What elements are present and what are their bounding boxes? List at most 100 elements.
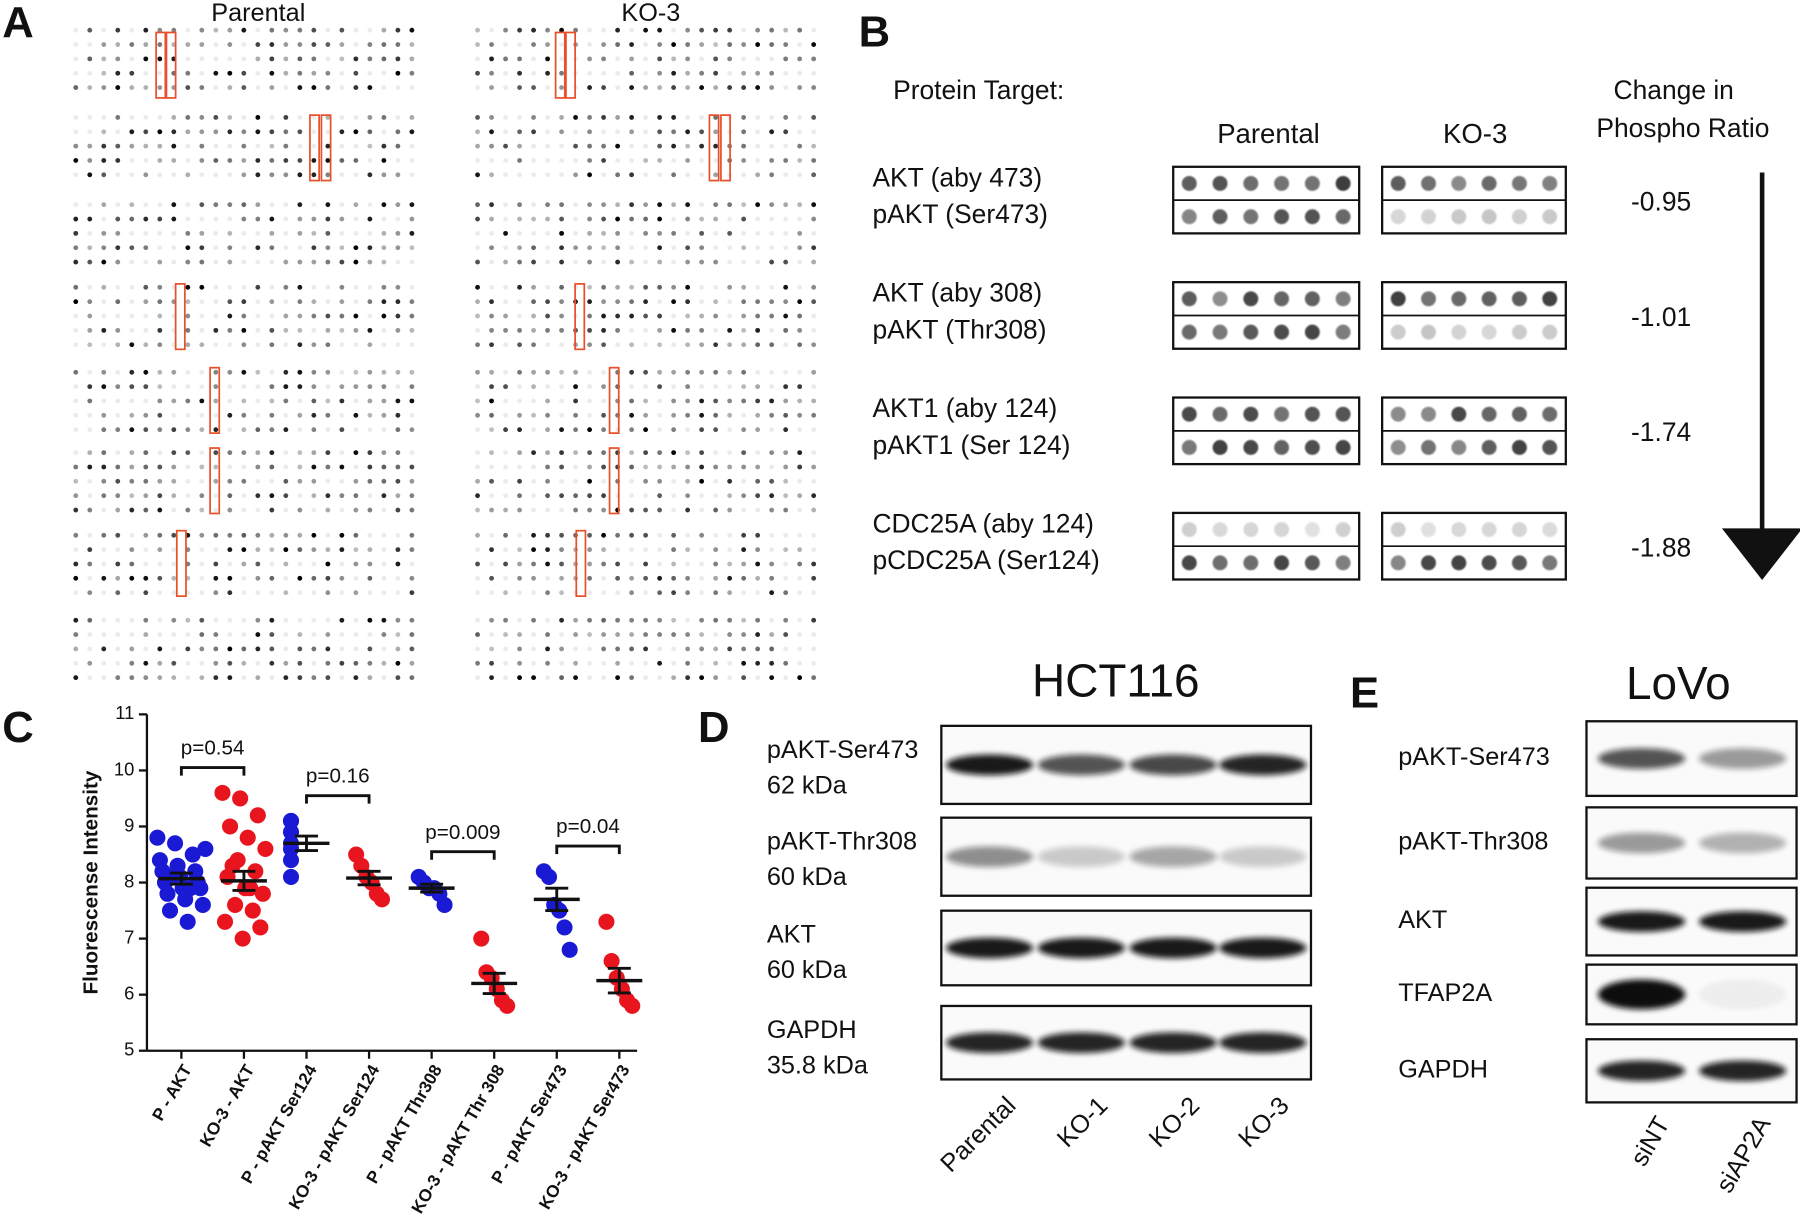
array-spot [241, 259, 247, 265]
array-spot [671, 342, 677, 348]
array-spot [769, 313, 775, 319]
array-spot [475, 646, 480, 652]
array-spot [115, 507, 121, 513]
array-spot [87, 617, 93, 623]
array-spot [325, 85, 331, 90]
array-spot [73, 85, 79, 90]
blot-spot [1451, 175, 1467, 191]
array-spot [339, 245, 345, 251]
array-spot [311, 342, 317, 348]
array-spot [171, 450, 177, 456]
array-spot [353, 202, 359, 208]
array-spot [531, 632, 536, 638]
array-spot [367, 129, 373, 135]
array-spot [115, 547, 121, 553]
array-spot [755, 675, 761, 681]
array-spot [587, 284, 593, 290]
highlight-box [565, 31, 576, 99]
array-spot [531, 115, 536, 120]
array-spot [283, 532, 289, 538]
array-spot [199, 327, 205, 333]
array-spot [157, 384, 163, 390]
array-spot [783, 56, 789, 62]
array-spot [409, 299, 415, 305]
array-spot [741, 56, 747, 62]
array-spot [699, 172, 705, 178]
array-spot [503, 259, 508, 265]
array-spot [297, 327, 303, 333]
p-value: p=0.16 [306, 765, 370, 788]
array-spot [587, 143, 593, 149]
array-spot [643, 172, 649, 178]
array-spot [531, 245, 536, 251]
array-spot [629, 245, 635, 251]
array-spot [657, 398, 663, 404]
array-spot [409, 158, 415, 163]
array-spot [73, 412, 79, 418]
array-spot [129, 172, 135, 178]
array-spot [713, 632, 719, 638]
array-spot [531, 129, 536, 135]
array-spot [643, 129, 649, 135]
array-spot [755, 172, 761, 178]
blot-spot [1335, 406, 1351, 422]
array-spot [227, 590, 233, 596]
column-header: Parental [1217, 118, 1320, 149]
array-spot [643, 493, 649, 499]
array-spot [101, 450, 107, 456]
array-spot [685, 384, 691, 390]
array-spot [409, 230, 415, 236]
phospho-label: pCDC25A (Ser124) [872, 545, 1099, 575]
blot-band [1219, 846, 1307, 868]
array-spot [503, 450, 508, 456]
data-point [561, 941, 578, 958]
array-spot [643, 590, 649, 596]
array-spot [311, 617, 317, 623]
array-spot [559, 660, 564, 666]
array-spot [615, 245, 621, 251]
array-spot [615, 646, 621, 652]
array-spot [587, 70, 593, 76]
array-spot [573, 427, 578, 433]
array-spot [283, 464, 289, 470]
array-spot [325, 547, 331, 553]
array-spot [713, 342, 719, 348]
array-spot [283, 299, 289, 305]
array-spot [255, 42, 261, 47]
array-spot [129, 284, 135, 290]
array-spot [559, 327, 564, 333]
array-spot [143, 632, 149, 638]
blot-spot [1212, 209, 1228, 225]
array-spot [87, 427, 93, 433]
array-spot [699, 342, 705, 348]
array-spot [755, 299, 761, 305]
array-spot [199, 450, 205, 456]
array-spot [115, 575, 121, 581]
array-spot [643, 412, 649, 418]
array-spot [657, 427, 663, 433]
array-spot [713, 478, 719, 484]
array-spot [797, 646, 803, 652]
array-spot [601, 284, 607, 290]
array-spot [489, 143, 494, 149]
array-spot [87, 478, 93, 484]
array-spot [685, 202, 691, 208]
p-value: p=0.54 [181, 737, 245, 760]
array-spot [629, 493, 635, 499]
blot-spot [1274, 522, 1290, 538]
array-spot [157, 632, 163, 638]
array-spot [129, 575, 135, 581]
array-spot [797, 464, 803, 470]
array-spot [409, 27, 415, 33]
array-spot [503, 464, 508, 470]
array-spot [489, 478, 494, 484]
array-spot [311, 327, 317, 333]
array-spot [615, 561, 621, 567]
array-spot [531, 478, 536, 484]
array-spot [517, 384, 522, 390]
array-spot [727, 547, 733, 553]
array-spot [73, 245, 79, 251]
blot-band [1597, 832, 1686, 854]
array-spot [381, 507, 387, 513]
array-spot [255, 532, 261, 538]
